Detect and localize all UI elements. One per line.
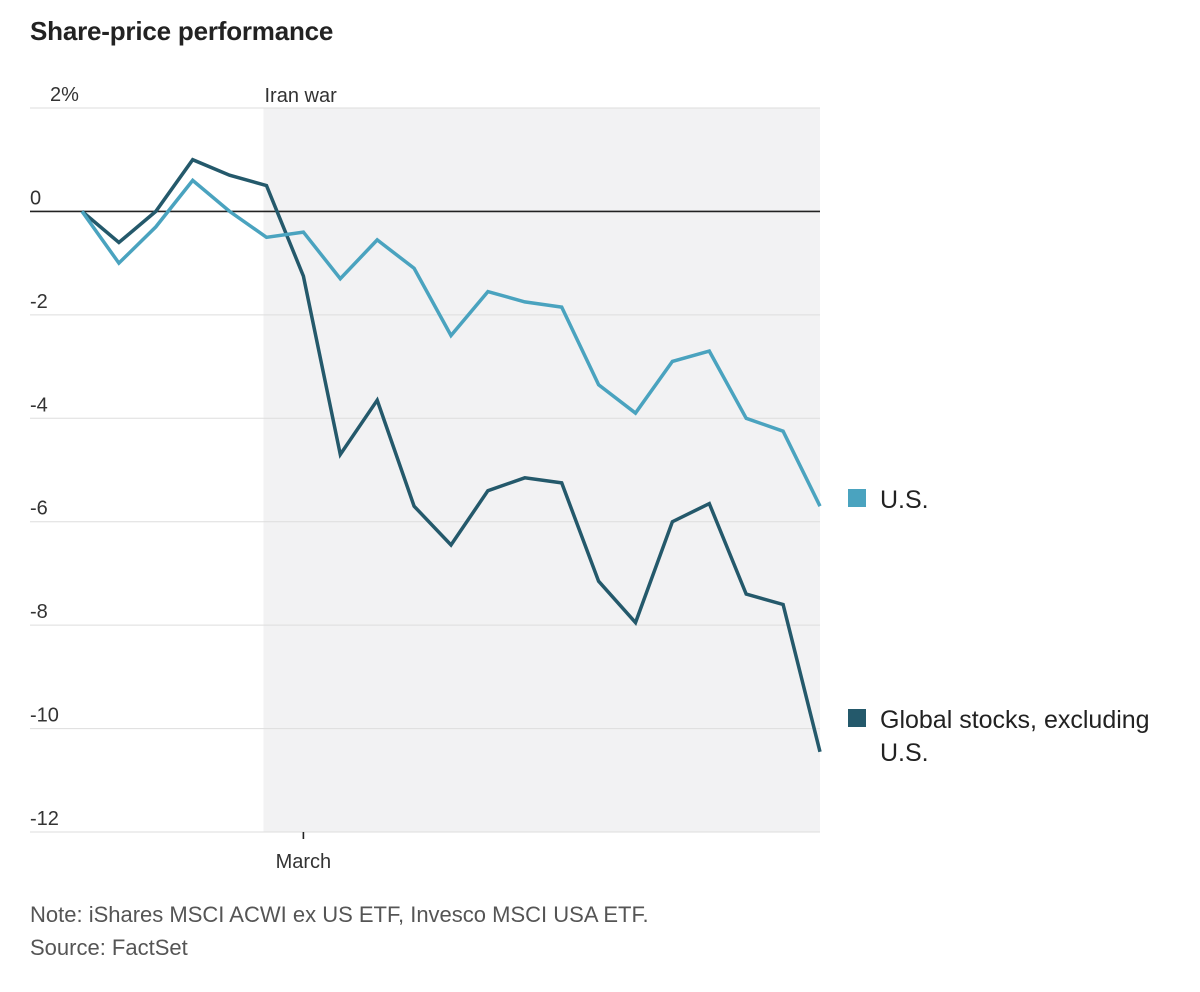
legend-swatch bbox=[848, 709, 866, 727]
x-axis-group: March bbox=[276, 832, 332, 873]
series-group bbox=[80, 157, 822, 753]
shaded-region bbox=[263, 108, 820, 832]
shaded-region-label: Iran war bbox=[265, 85, 338, 107]
chart-notes: Note: iShares MSCI ACWI ex US ETF, Inves… bbox=[30, 898, 649, 964]
y-tick-label: -12 bbox=[30, 808, 59, 830]
y-tick-labels-group: 2% 0 -2 -4 -6 -8 -10 -12 bbox=[30, 84, 79, 830]
chart-title: Share-price performance bbox=[30, 16, 334, 46]
legend-swatch bbox=[848, 489, 866, 507]
legend-group: U.S. Global stocks, excluding U.S. bbox=[848, 486, 1150, 767]
y-tick-label: -6 bbox=[30, 498, 48, 520]
legend-label: Global stocks, excluding bbox=[880, 706, 1150, 734]
source-text: Source: FactSet bbox=[30, 935, 188, 960]
y-tick-label: -8 bbox=[30, 601, 48, 623]
y-tick-label: -10 bbox=[30, 705, 59, 727]
y-tick-label: 0 bbox=[30, 187, 41, 209]
gridlines-group bbox=[30, 107, 820, 833]
series-line-global-stocks-excluding-u-s bbox=[80, 157, 822, 753]
legend-label: U.S. bbox=[880, 739, 929, 767]
y-tick-label: -4 bbox=[30, 394, 48, 416]
y-tick-label: 2% bbox=[50, 84, 79, 106]
shaded-region-group: Iran war bbox=[263, 85, 820, 832]
legend-label: U.S. bbox=[880, 486, 929, 514]
series-line-u-s bbox=[80, 177, 822, 507]
y-tick-label: -2 bbox=[30, 291, 48, 313]
x-tick-label: March bbox=[276, 851, 332, 873]
note-text: Note: iShares MSCI ACWI ex US ETF, Inves… bbox=[30, 902, 649, 927]
